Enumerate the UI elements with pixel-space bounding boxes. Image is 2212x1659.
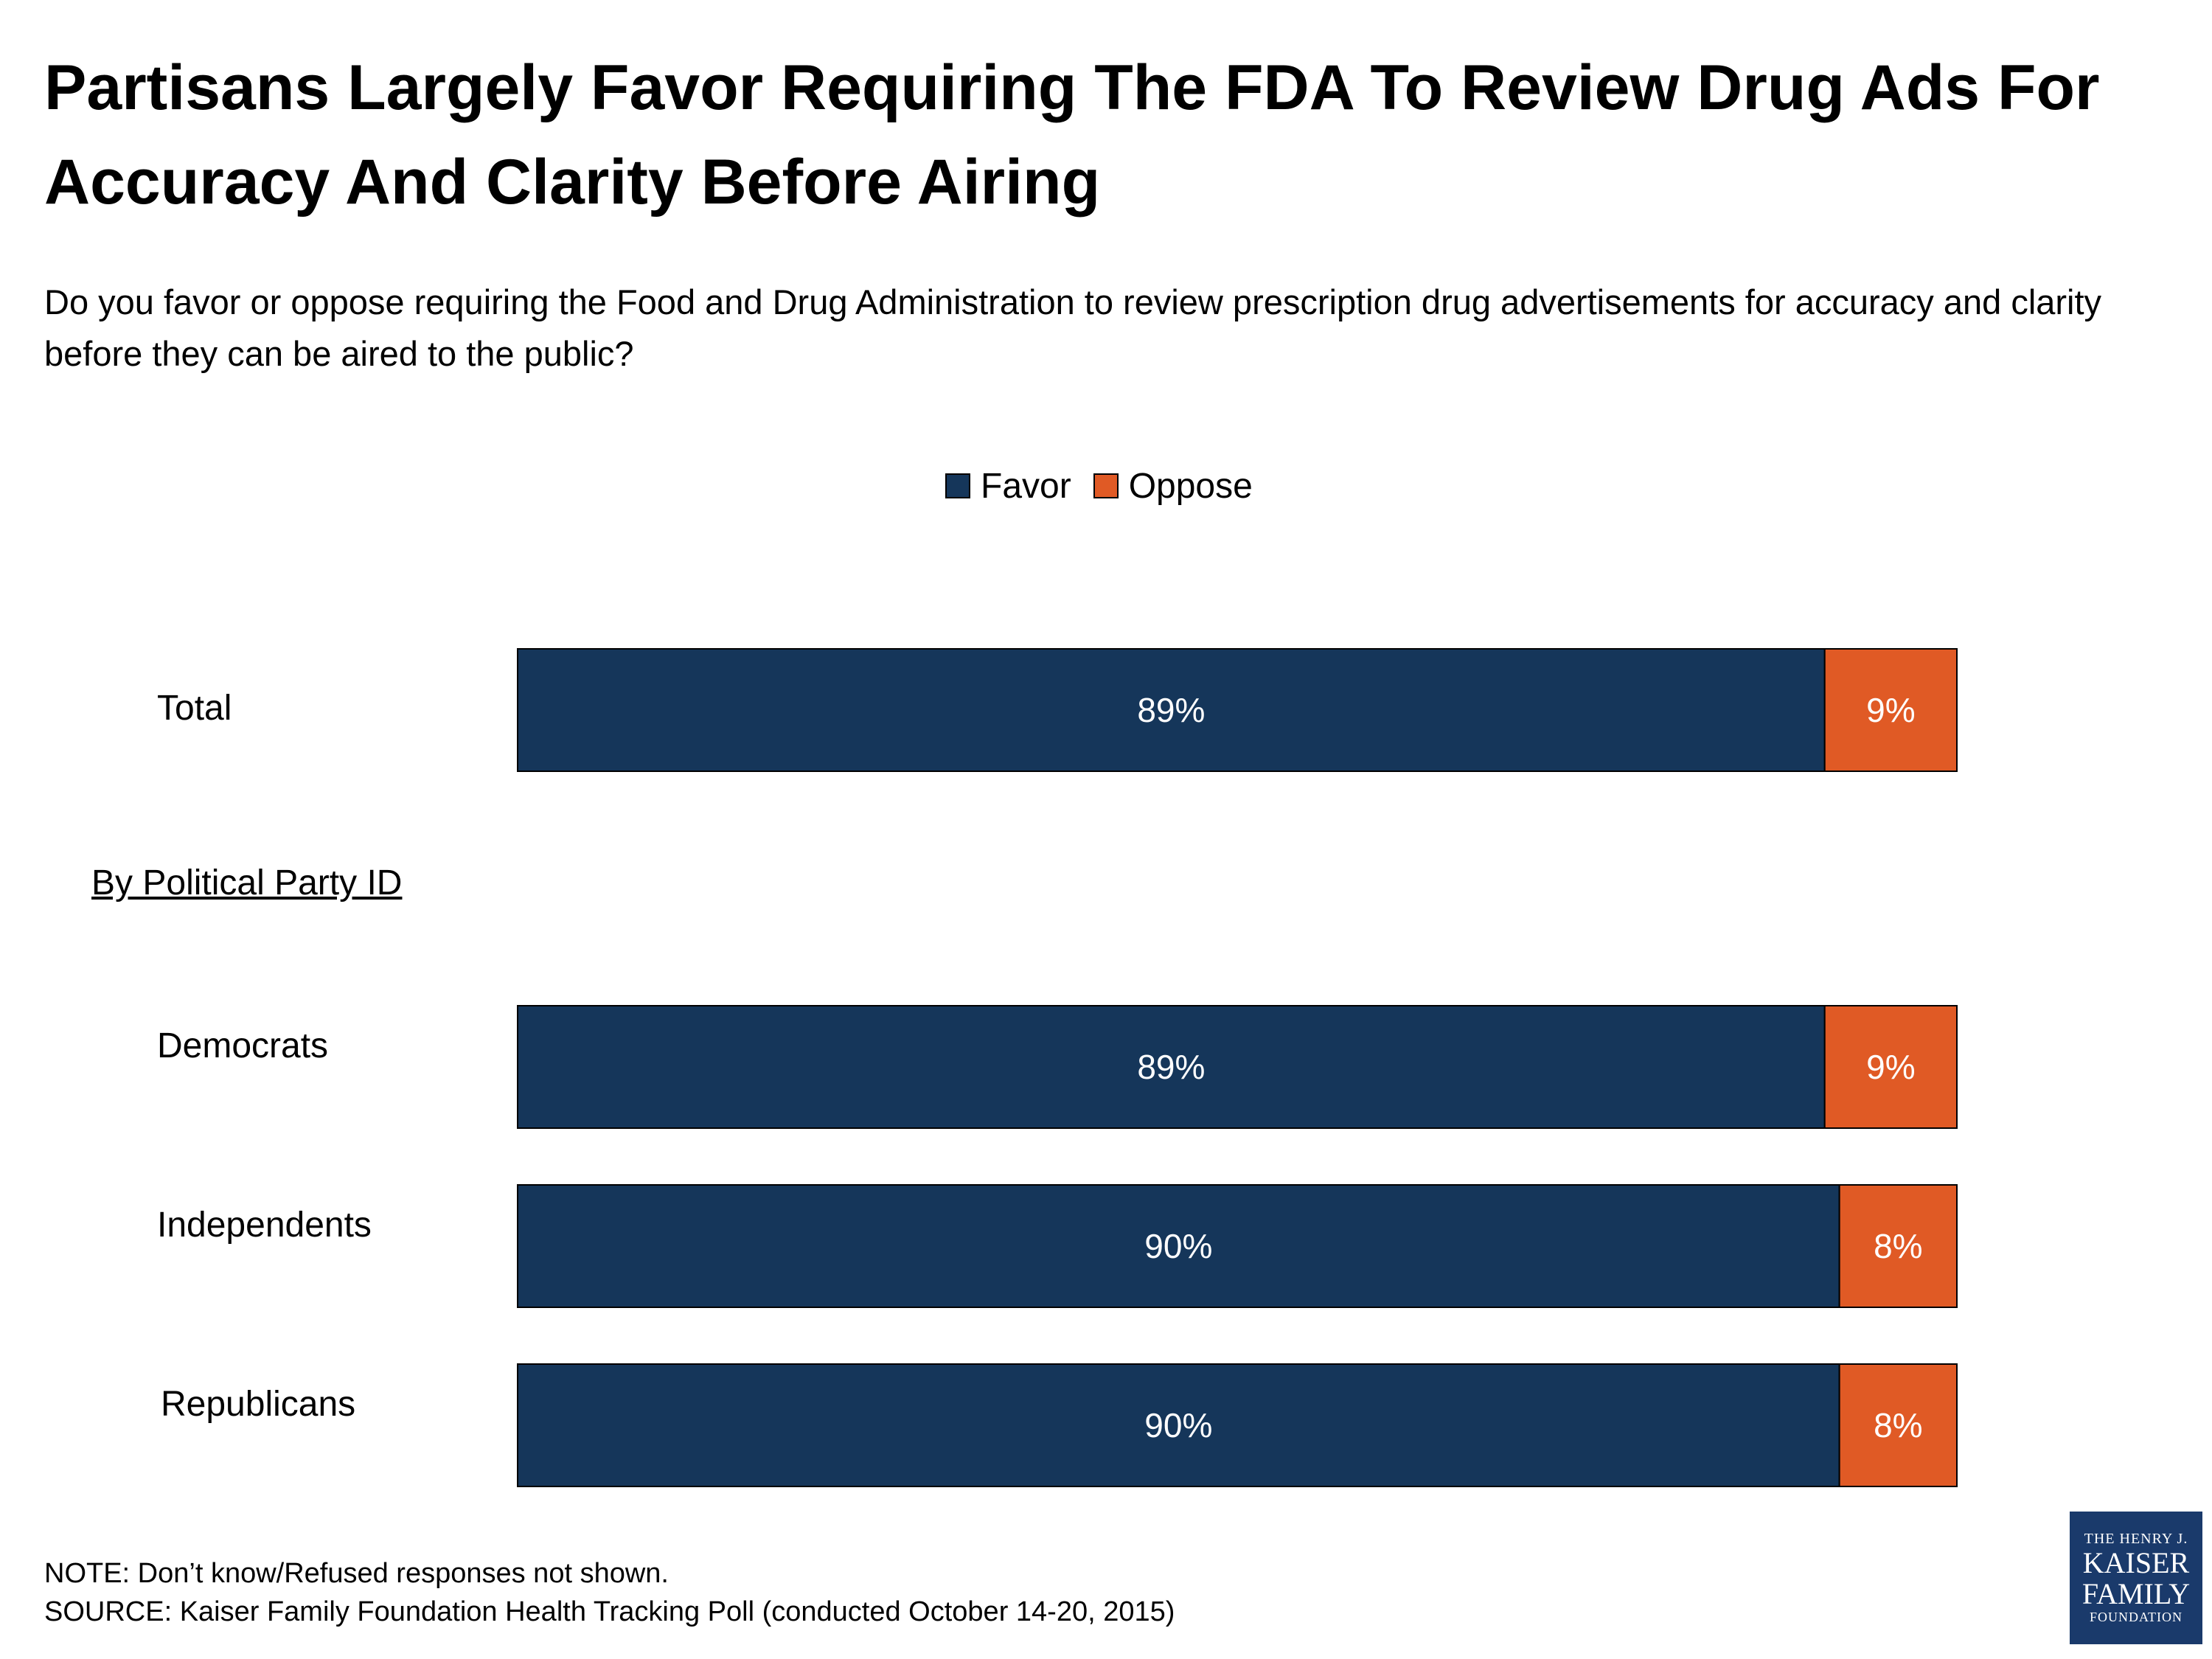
data-label-oppose-democrats: 9%	[1866, 1048, 1915, 1086]
footnotes: NOTE: Don’t know/Refused responses not s…	[44, 1554, 1961, 1631]
logo-line-4: FOUNDATION	[2090, 1610, 2183, 1624]
bar-oppose-independents	[1838, 1184, 1958, 1308]
category-label-republicans: Republicans	[161, 1385, 355, 1424]
note-text: NOTE: Don’t know/Refused responses not s…	[44, 1558, 669, 1589]
data-label-favor-independents: 90%	[1144, 1227, 1212, 1265]
data-label-favor-total: 89%	[1137, 691, 1205, 729]
bar-oppose-republicans	[1838, 1363, 1958, 1487]
legend-item-favor: Favor	[945, 466, 1071, 507]
data-label-favor-republicans: 90%	[1144, 1406, 1212, 1444]
category-label-independents: Independents	[157, 1206, 372, 1245]
category-label-total: Total	[157, 689, 232, 728]
bar-favor-democrats	[517, 1005, 1826, 1129]
logo-line-3: FAMILY	[2081, 1577, 2191, 1610]
bar-oppose-total	[1823, 648, 1958, 772]
legend: Favor Oppose	[945, 463, 1275, 509]
chart-subtitle: Do you favor or oppose requiring the Foo…	[44, 282, 2102, 373]
section-label: By Political Party ID	[91, 863, 403, 902]
bar-oppose-democrats	[1823, 1005, 1958, 1129]
kff-logo: THE HENRY J. KAISER FAMILY FOUNDATION	[2070, 1512, 2202, 1644]
logo-line-1: THE HENRY J.	[2084, 1531, 2188, 1547]
bar-favor-republicans	[517, 1363, 1840, 1487]
logo-line-2: KAISER	[2082, 1546, 2190, 1579]
bar-favor-total	[517, 648, 1826, 772]
data-label-favor-democrats: 89%	[1137, 1048, 1205, 1086]
legend-label-oppose: Oppose	[1128, 466, 1253, 506]
data-label-oppose-total: 9%	[1866, 691, 1915, 729]
legend-label-favor: Favor	[981, 466, 1071, 506]
data-label-oppose-republicans: 8%	[1874, 1406, 1922, 1444]
legend-swatch-oppose	[1093, 473, 1119, 498]
source-text: SOURCE: Kaiser Family Foundation Health …	[44, 1596, 1175, 1627]
legend-item-oppose: Oppose	[1093, 466, 1253, 507]
data-label-oppose-independents: 8%	[1874, 1227, 1922, 1265]
category-label-democrats: Democrats	[157, 1026, 328, 1065]
legend-swatch-favor	[945, 473, 970, 498]
chart-title: Partisans Largely Favor Requiring The FD…	[44, 52, 2100, 218]
